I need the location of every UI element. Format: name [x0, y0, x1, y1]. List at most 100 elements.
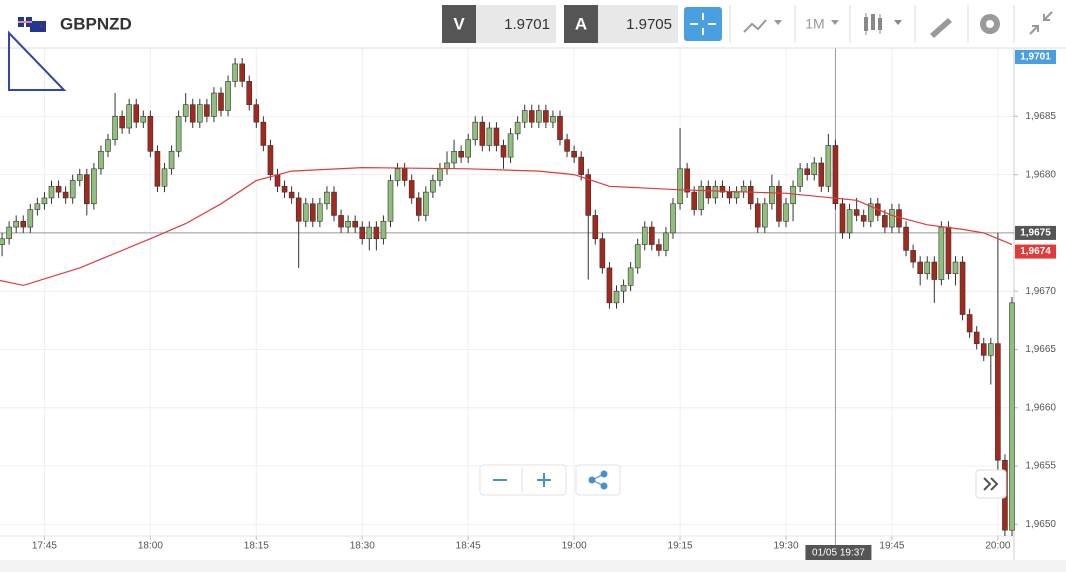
y-tick-label: 1,9650 — [1025, 519, 1056, 530]
candle-body — [719, 185, 726, 193]
y-tick-label: 1,9665 — [1025, 344, 1056, 355]
candle-body — [76, 174, 83, 181]
candle-body — [493, 127, 500, 146]
candle-body — [571, 151, 577, 158]
x-tick-label: 19:00 — [562, 541, 587, 552]
candle-body — [790, 185, 796, 205]
share-button[interactable] — [575, 464, 621, 496]
draw-button[interactable] — [930, 18, 952, 38]
candle-body — [649, 226, 655, 245]
settings-button[interactable] — [980, 14, 1000, 34]
candle-body — [119, 116, 125, 129]
candle-body — [274, 174, 281, 187]
candle-body — [733, 191, 740, 199]
candle-body — [401, 168, 408, 181]
candle-body — [980, 343, 987, 356]
candle-body — [105, 139, 111, 152]
candle-body — [797, 168, 803, 187]
candle-body — [394, 168, 401, 181]
candle-body — [267, 145, 274, 175]
candle-body — [84, 174, 90, 205]
candle-body — [613, 290, 620, 304]
crosshair-button[interactable] — [684, 7, 722, 41]
y-tick-label: 1,9660 — [1025, 402, 1056, 413]
chart-type-button[interactable] — [743, 19, 782, 33]
x-tick-label: 20:00 — [985, 541, 1010, 552]
candle-body — [359, 226, 366, 240]
share-icon — [588, 470, 608, 490]
bid-badge — [442, 5, 476, 43]
candle-body — [147, 116, 154, 152]
zoom-in[interactable] — [537, 473, 551, 487]
candle-body — [620, 285, 627, 292]
candle-body — [408, 180, 415, 199]
price-tag-label: 1,9674 — [1020, 246, 1051, 257]
candle-body — [663, 232, 669, 251]
candle-body — [945, 226, 952, 275]
x-tick-label: 19:30 — [773, 541, 798, 552]
drawn-triangle[interactable] — [8, 30, 67, 91]
collapse-button[interactable] — [1029, 11, 1053, 35]
timeframe[interactable]: 1M — [805, 16, 824, 32]
x-tick-label: 19:15 — [668, 541, 693, 552]
candle-body — [430, 180, 436, 193]
candle-body — [712, 185, 719, 199]
candle-body — [783, 203, 789, 222]
y-tick-label: 1,9685 — [1025, 111, 1056, 122]
candle-body — [691, 191, 697, 210]
candle-body — [514, 121, 521, 135]
candle-body — [966, 314, 973, 333]
candle-body — [225, 81, 231, 111]
candle-body — [98, 151, 104, 170]
symbol[interactable]: GBPNZD — [60, 14, 132, 33]
price-tag-label: 1,9701 — [1020, 52, 1051, 63]
candle-body — [126, 104, 132, 129]
candle-body — [656, 244, 662, 251]
separators — [729, 5, 1015, 43]
ask-price: 1.9705 — [626, 16, 672, 33]
candle-type-button[interactable] — [864, 13, 902, 35]
x-tick-label: 18:45 — [456, 541, 481, 552]
scroll-end-icon — [983, 477, 999, 491]
candle-body — [592, 215, 599, 240]
candle-body — [317, 203, 323, 222]
toolbar: GBPNZD V 1.9701 A 1.9705 1M — [0, 0, 1066, 49]
price-tag — [1015, 50, 1056, 64]
x-tick-label: 17:45 — [32, 541, 57, 552]
candle-body — [415, 197, 422, 216]
candle-body — [479, 121, 486, 146]
candle-body — [839, 203, 846, 234]
candle-body — [204, 104, 210, 117]
candle-body — [69, 180, 76, 199]
candle-body — [557, 116, 563, 140]
candle-body — [486, 127, 493, 146]
candle-body — [444, 162, 450, 170]
candle-body — [641, 226, 648, 245]
candle-body — [754, 203, 761, 228]
candle-body — [140, 116, 147, 123]
candle-body — [705, 185, 712, 199]
candle-body — [903, 226, 909, 251]
candle-body — [846, 209, 853, 234]
candle-body — [437, 168, 443, 181]
candle-body — [34, 203, 41, 210]
candle-body — [832, 145, 839, 205]
y-tick-label: 1,9670 — [1025, 286, 1056, 297]
candle-body — [352, 220, 358, 228]
y-tick-label: 1,9655 — [1025, 461, 1056, 472]
x-tick-label: 18:15 — [244, 541, 269, 552]
candle-body — [310, 203, 316, 222]
candle-body — [599, 238, 606, 269]
candle-body — [924, 261, 931, 275]
candle-body — [197, 104, 203, 123]
candle-body — [133, 104, 140, 123]
candle-body — [564, 139, 570, 152]
candle-body — [860, 215, 867, 222]
candle-body — [627, 267, 634, 286]
candle-body — [726, 191, 733, 199]
candle-body — [677, 168, 683, 205]
candle-body — [973, 331, 980, 344]
candle-body — [1009, 302, 1015, 531]
candle-body — [41, 197, 48, 205]
candle-body — [634, 244, 641, 269]
